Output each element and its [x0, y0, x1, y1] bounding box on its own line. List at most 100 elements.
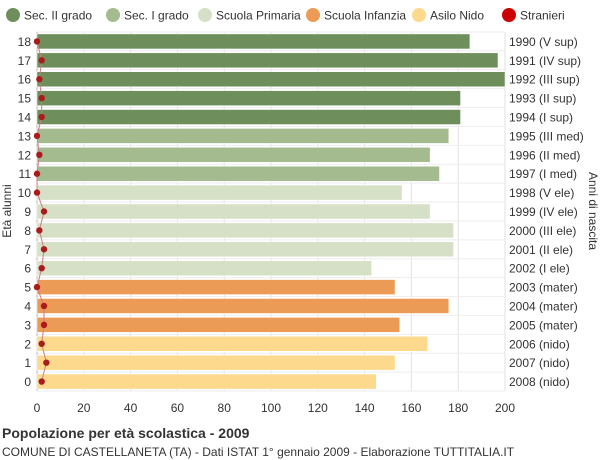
birth-year-tick-label: 2001 (II ele)	[509, 243, 573, 257]
legend-marker-2	[198, 8, 212, 22]
x-tick-label: 100	[261, 401, 281, 415]
age-tick-label: 16	[18, 73, 32, 87]
age-tick-label: 12	[18, 148, 32, 162]
legend: Sec. II grado Sec. I grado Scuola Primaria…	[6, 8, 565, 23]
age-tick-label: 18	[18, 35, 32, 49]
age-tick-label: 14	[18, 111, 32, 125]
bar-age-16	[36, 71, 506, 87]
x-tick-label: 40	[124, 401, 138, 415]
bar-age-0	[36, 373, 377, 390]
birth-year-tick-label: 1997 (I med)	[509, 167, 577, 181]
bar-age-6	[36, 260, 372, 276]
x-tick-label: 200	[495, 401, 515, 415]
birth-year-tick-label: 1999 (IV ele)	[509, 205, 578, 219]
stranieri-point-age-13	[33, 132, 41, 140]
x-tick-label: 160	[401, 401, 421, 415]
y-axis-title-right: Anni di nascita	[586, 172, 600, 250]
age-tick-label: 11	[19, 167, 32, 181]
bar-age-10	[36, 184, 403, 201]
age-tick-label: 8	[24, 224, 31, 238]
birth-year-tick-label: 2003 (mater)	[509, 281, 578, 295]
legend-label-1: Sec. I grado	[124, 9, 189, 23]
legend-marker-5	[502, 8, 516, 22]
stranieri-point-age-8	[36, 227, 43, 234]
birth-year-tick-label: 1995 (III med)	[509, 129, 584, 143]
x-tick-label: 0	[34, 401, 41, 415]
age-tick-label: 0	[24, 375, 31, 389]
y-axis-title-left: Età alunni	[0, 184, 14, 237]
age-tick-label: 1	[24, 356, 31, 370]
legend-label-5: Stranieri	[520, 9, 565, 23]
stranieri-point-age-2	[38, 340, 45, 347]
bar-age-3	[36, 317, 400, 333]
stranieri-point-age-1	[43, 359, 50, 366]
stranieri-point-age-6	[38, 264, 45, 272]
birth-year-tick-label: 2002 (I ele)	[509, 262, 570, 276]
age-tick-label: 2	[24, 337, 31, 351]
x-tick-label: 140	[355, 401, 375, 415]
bar-age-4	[36, 298, 450, 314]
legend-label-3: Scuola Infanzia	[324, 9, 406, 23]
birth-year-tick-label: 1992 (III sup)	[509, 73, 580, 87]
stranieri-point-age-12	[36, 151, 43, 159]
bars	[36, 33, 506, 390]
stranieri-point-age-16	[36, 76, 43, 83]
birth-year-tick-label: 2004 (mater)	[509, 299, 578, 313]
bar-age-2	[36, 336, 429, 352]
birth-year-tick-label: 2007 (nido)	[509, 356, 570, 370]
birth-year-tick-labels: 1990 (V sup) 1991 (IV sup) 1992 (III sup) 1…	[509, 35, 584, 389]
stranieri-point-age-3	[40, 321, 48, 329]
stranieri-point-age-18	[33, 38, 41, 45]
age-tick-label: 13	[18, 129, 32, 143]
bar-age-11	[36, 165, 440, 182]
age-tick-label: 10	[18, 186, 32, 200]
bar-age-15	[36, 90, 461, 106]
birth-year-tick-label: 1990 (V sup)	[509, 35, 578, 49]
legend-label-2: Scuola Primaria	[216, 9, 301, 23]
bar-age-13	[36, 128, 450, 144]
bar-age-12	[36, 147, 431, 163]
legend-marker-3	[306, 8, 320, 22]
legend-marker-0	[6, 8, 20, 22]
x-tick-label: 180	[448, 401, 468, 415]
stranieri-point-age-4	[40, 302, 48, 310]
chart-title: Popolazione per età scolastica - 2009	[2, 425, 250, 441]
birth-year-tick-label: 1998 (V ele)	[509, 186, 574, 200]
birth-year-tick-label: 1991 (IV sup)	[509, 54, 581, 68]
stranieri-point-age-14	[38, 113, 45, 121]
x-tick-label: 120	[308, 401, 328, 415]
stranieri-point-age-15	[38, 94, 45, 102]
stranieri-point-age-0	[38, 378, 45, 385]
x-tick-label: 80	[218, 401, 232, 415]
stranieri-point-age-5	[33, 283, 41, 291]
stranieri-point-age-10	[33, 189, 41, 196]
bar-age-17	[36, 52, 499, 69]
legend-label-0: Sec. II grado	[24, 9, 92, 23]
bar-age-18	[36, 33, 471, 50]
x-tick-label: 20	[77, 401, 91, 415]
birth-year-tick-label: 2000 (III ele)	[509, 224, 576, 238]
age-tick-label: 5	[24, 281, 31, 295]
birth-year-tick-label: 1996 (II med)	[509, 148, 580, 162]
x-tick-label: 60	[171, 401, 185, 415]
legend-marker-4	[412, 8, 426, 22]
bar-age-7	[36, 241, 454, 258]
bar-age-9	[36, 203, 431, 220]
bar-age-14	[36, 109, 461, 125]
stranieri-point-age-17	[38, 57, 45, 64]
chart-subtitle: COMUNE DI CASTELLANETA (TA) - Dati ISTAT…	[2, 445, 515, 459]
age-tick-label: 17	[18, 54, 32, 68]
bar-age-8	[36, 222, 454, 239]
age-tick-label: 9	[24, 205, 31, 219]
stranieri-point-age-7	[40, 246, 48, 253]
birth-year-tick-label: 1994 (I sup)	[509, 111, 573, 125]
legend-marker-1	[106, 8, 120, 22]
legend-label-4: Asilo Nido	[430, 9, 484, 23]
bar-age-1	[36, 354, 396, 371]
x-tick-labels: 0 20 40 60 80 100 120 140 160 180 200	[34, 401, 516, 415]
stranieri-point-age-9	[40, 208, 48, 215]
birth-year-tick-label: 2005 (mater)	[509, 318, 578, 332]
bar-age-5	[36, 279, 396, 295]
